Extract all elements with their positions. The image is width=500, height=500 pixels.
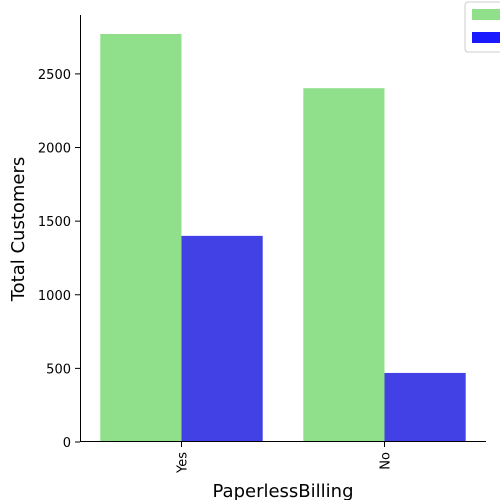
legend-swatch <box>472 32 500 43</box>
y-tick-label: 2000 <box>38 142 71 157</box>
y-tick-label: 500 <box>46 362 71 377</box>
y-tick-label: 1500 <box>38 215 71 230</box>
bars-group <box>100 34 465 442</box>
x-axis-label: PaperlessBilling <box>213 481 354 500</box>
x-tick-label: No <box>379 452 394 470</box>
y-axis-ticks: 0 500 1000 1500 2000 2500 <box>38 68 80 451</box>
x-tick-label: Yes <box>176 452 191 474</box>
bar-yes-series-1 <box>100 34 181 442</box>
bar-no-series-2 <box>385 373 466 442</box>
legend <box>465 2 500 52</box>
legend-swatch <box>472 9 500 20</box>
bar-no-series-1 <box>303 88 384 442</box>
y-axis-label: Total Customers <box>8 157 29 303</box>
y-tick-label: 1000 <box>38 289 71 304</box>
y-tick-label: 2500 <box>38 68 71 83</box>
bar-yes-series-2 <box>182 236 263 442</box>
y-tick-label: 0 <box>63 436 71 451</box>
x-axis-ticks: Yes No <box>176 442 394 474</box>
